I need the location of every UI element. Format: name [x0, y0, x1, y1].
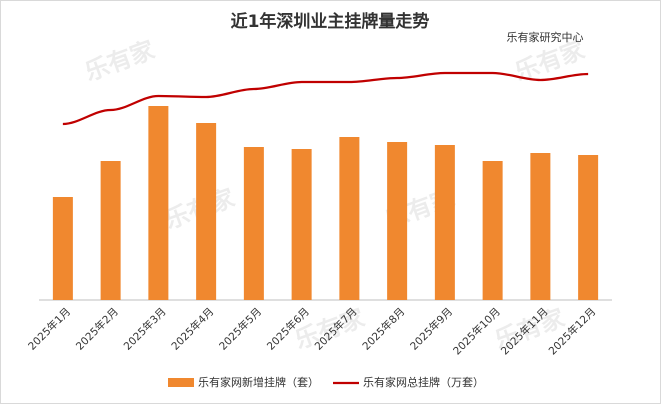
bar: [196, 123, 217, 300]
legend-label: 乐有家网新增挂牌（套）: [198, 375, 319, 389]
bar: [578, 155, 599, 300]
bar: [530, 153, 551, 300]
line: [62, 71, 589, 126]
chart-title: 近1年深圳业主挂牌量走势: [231, 11, 430, 32]
source: 乐有家研究中心: [507, 30, 584, 44]
bar: [100, 161, 121, 300]
legend-label: 乐有家网总挂牌（万套）: [363, 375, 484, 389]
bar: [339, 137, 360, 300]
bar: [291, 149, 312, 300]
bar: [482, 161, 503, 300]
bar: [148, 106, 169, 300]
bar: [387, 142, 408, 300]
legend-swatch: [168, 378, 194, 387]
bar: [243, 147, 264, 300]
bar: [434, 145, 455, 300]
bar: [52, 197, 73, 300]
